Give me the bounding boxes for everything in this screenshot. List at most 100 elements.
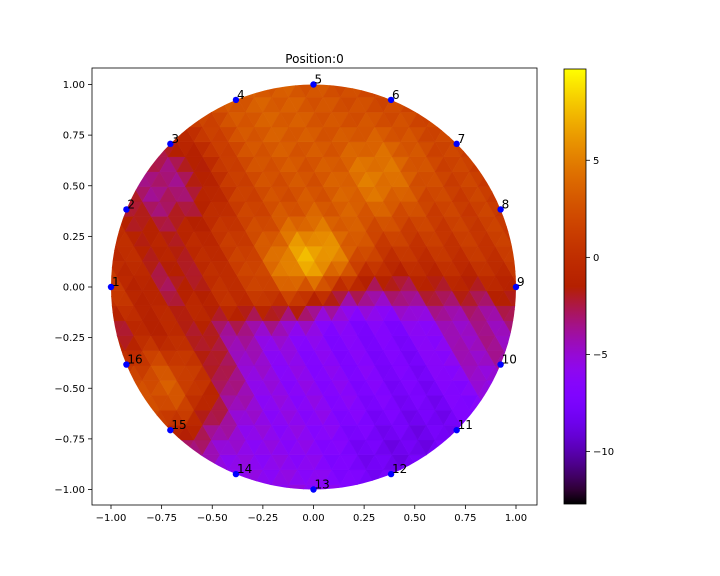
mesh-triangle xyxy=(348,484,367,490)
mesh-triangle xyxy=(111,350,126,366)
electrode-marker xyxy=(167,426,174,434)
mesh-triangle xyxy=(111,320,117,336)
axes-frame xyxy=(91,67,538,506)
mesh-triangle xyxy=(111,230,117,247)
electrode-label: 10 xyxy=(502,353,517,367)
colorbar-tick-label: 0 xyxy=(593,253,599,264)
x-tick-label: −0.75 xyxy=(146,513,177,524)
mesh-triangle xyxy=(262,484,281,490)
x-tick-label: −0.50 xyxy=(197,513,228,524)
electrode-label: 11 xyxy=(458,418,473,432)
mesh-triangle xyxy=(339,484,358,490)
mesh-triangle xyxy=(426,454,444,471)
mesh-triangle xyxy=(297,67,314,82)
electrode-marker xyxy=(453,140,460,148)
y-tick-label: −0.50 xyxy=(54,384,85,395)
electrode-marker xyxy=(387,96,395,104)
electrode-marker xyxy=(123,206,130,213)
mesh-triangle xyxy=(503,216,516,232)
mesh-triangle xyxy=(374,84,393,98)
y-tick-label: 0.75 xyxy=(63,131,85,142)
electrode-marker xyxy=(123,361,130,368)
electrode-label: 6 xyxy=(392,88,400,102)
electrode-marker xyxy=(512,283,520,291)
chart-title: Position:0 xyxy=(285,52,343,66)
y-tick-label: −0.75 xyxy=(54,434,85,445)
potential-field xyxy=(111,67,516,490)
x-tick-label: 0.75 xyxy=(454,513,476,524)
x-tick-label: −0.25 xyxy=(248,513,279,524)
mesh-triangle xyxy=(434,439,453,456)
mesh-triangle xyxy=(503,275,516,292)
electrode-marker xyxy=(232,96,240,104)
colorbar: 5 0 −5 −10 xyxy=(563,68,614,505)
electrode-marker xyxy=(497,361,504,368)
mesh-triangle xyxy=(408,96,427,113)
mesh-triangle xyxy=(357,84,376,98)
electrode-label: 9 xyxy=(517,275,525,289)
mesh-triangle xyxy=(512,245,516,262)
mesh-triangle xyxy=(503,305,516,321)
colorbar-tick-label: 5 xyxy=(593,156,599,167)
mesh-triangle xyxy=(477,395,496,411)
colorbar-ticks: 5 0 −5 −10 xyxy=(586,156,614,458)
electrode-label: 14 xyxy=(237,462,252,476)
y-tick-label: 0.50 xyxy=(63,181,85,192)
colorbar-bar xyxy=(563,68,587,505)
electrode-label: 4 xyxy=(237,88,245,102)
electrode-label: 3 xyxy=(171,132,179,146)
mesh-triangle xyxy=(288,484,307,490)
electrode-marker xyxy=(310,81,317,88)
x-tick-label: 0.00 xyxy=(302,513,324,524)
electrode-label: 8 xyxy=(502,197,510,211)
x-tick-label: −1.00 xyxy=(96,513,127,524)
mesh-triangle xyxy=(400,96,419,113)
electrode-label: 7 xyxy=(458,132,466,146)
mesh-triangle xyxy=(142,410,160,426)
mesh-triangle xyxy=(357,484,376,490)
mesh-triangle xyxy=(503,245,516,262)
mesh-triangle xyxy=(210,469,229,486)
electrode-marker xyxy=(497,206,504,213)
mesh-triangle xyxy=(193,96,212,113)
y-tick-label: −0.25 xyxy=(54,333,85,344)
mesh-triangle xyxy=(253,484,272,490)
electrode-marker xyxy=(387,470,395,478)
x-tick-label: 0.25 xyxy=(353,513,375,524)
mesh-triangle xyxy=(426,111,444,128)
electrode-label: 2 xyxy=(127,197,135,211)
y-tick-label: 0.00 xyxy=(63,283,85,294)
mesh-triangle xyxy=(332,67,349,82)
y-tick-label: 0.25 xyxy=(63,232,85,243)
mesh-triangle xyxy=(133,156,152,173)
electrode-label: 16 xyxy=(127,353,142,367)
mesh-triangle xyxy=(494,365,513,381)
electrode-marker xyxy=(167,140,174,148)
mesh-triangle xyxy=(271,484,290,490)
electrode-label: 12 xyxy=(392,462,407,476)
electrode-marker xyxy=(453,426,460,434)
mesh-triangle xyxy=(512,305,516,322)
electrode-label: 1 xyxy=(112,275,120,289)
y-tick-label: 1.00 xyxy=(63,80,85,91)
x-tick-label: 1.00 xyxy=(505,513,527,524)
x-axis: −1.00 −0.75 −0.50 −0.25 0.00 0.25 0.50 0.75 1.00 xyxy=(96,505,527,524)
mesh-triangle xyxy=(150,424,169,441)
electrode-marker xyxy=(310,486,317,493)
electrode-marker xyxy=(232,470,240,478)
mesh-triangle xyxy=(185,454,203,471)
electrode-label: 15 xyxy=(171,418,186,432)
x-tick-label: 0.50 xyxy=(404,513,426,524)
electrode-label: 13 xyxy=(315,478,330,492)
y-tick-label: −1.00 xyxy=(54,485,85,496)
colorbar-tick-label: −10 xyxy=(593,447,614,458)
mesh-triangle xyxy=(280,67,297,82)
mesh-triangle xyxy=(486,380,505,396)
electrode-label: 5 xyxy=(315,73,323,87)
electrode-marker xyxy=(107,283,115,291)
y-axis: 1.00 0.75 0.50 0.25 0.00 −0.25 −0.50 −0.75 −1.00 xyxy=(54,80,92,496)
mesh-triangle xyxy=(512,320,516,336)
